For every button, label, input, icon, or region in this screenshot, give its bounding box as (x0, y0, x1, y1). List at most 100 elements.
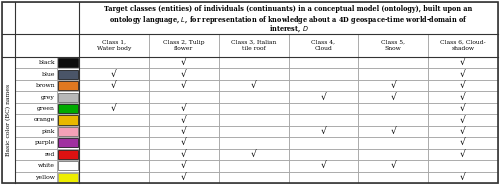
Bar (149, 137, 218, 149)
Bar (358, 103, 428, 114)
Text: √: √ (181, 70, 186, 79)
Bar (218, 137, 288, 149)
Bar (58, 138, 78, 147)
Text: √: √ (181, 81, 186, 90)
Bar (428, 126, 498, 137)
Text: √: √ (320, 127, 326, 136)
Bar (358, 34, 428, 57)
Bar (218, 114, 288, 126)
Bar (288, 91, 358, 103)
Bar (58, 161, 78, 170)
Bar (15, 80, 57, 91)
Bar (79, 68, 149, 80)
Bar (288, 80, 358, 91)
Bar (79, 80, 149, 91)
Text: √: √ (390, 127, 396, 136)
Bar (218, 149, 288, 160)
Text: √: √ (460, 81, 466, 90)
Bar (57, 126, 79, 137)
Bar (79, 126, 149, 137)
Text: √: √ (250, 81, 256, 90)
Bar (288, 160, 358, 171)
Bar (428, 91, 498, 103)
Text: √: √ (111, 104, 117, 113)
Text: √: √ (320, 161, 326, 170)
Bar (149, 34, 218, 57)
Bar (218, 103, 288, 114)
Text: interest, $\mathit{D}$: interest, $\mathit{D}$ (268, 23, 308, 34)
Bar (149, 68, 218, 80)
Bar (15, 160, 57, 171)
Text: blue: blue (42, 72, 55, 77)
Bar (79, 114, 149, 126)
Bar (358, 91, 428, 103)
Text: √: √ (111, 70, 117, 79)
Text: √: √ (460, 58, 466, 67)
Bar (15, 34, 79, 57)
Bar (149, 160, 218, 171)
Bar (428, 149, 498, 160)
Text: √: √ (181, 115, 186, 125)
Bar (149, 57, 218, 68)
Text: √: √ (181, 150, 186, 159)
Bar (288, 114, 358, 126)
Bar (15, 171, 57, 183)
Bar (57, 149, 79, 160)
Bar (288, 137, 358, 149)
Bar (218, 91, 288, 103)
Bar (2, 57, 15, 183)
Bar (288, 57, 358, 68)
Bar (58, 81, 78, 90)
Text: Class 3, Italian
tile roof: Class 3, Italian tile roof (231, 40, 276, 51)
Text: √: √ (460, 138, 466, 147)
Bar (149, 126, 218, 137)
Bar (358, 57, 428, 68)
Bar (58, 115, 78, 125)
Bar (428, 34, 498, 57)
Bar (15, 103, 57, 114)
Text: purple: purple (34, 140, 55, 145)
Bar (2, 2, 15, 34)
Text: √: √ (111, 81, 117, 90)
Bar (57, 114, 79, 126)
Bar (79, 171, 149, 183)
Text: √: √ (390, 161, 396, 170)
Text: Basic color (BC) names: Basic color (BC) names (6, 84, 11, 156)
Text: √: √ (460, 92, 466, 102)
Bar (428, 103, 498, 114)
Bar (288, 34, 358, 57)
Bar (79, 91, 149, 103)
Text: ontology language, $\mathit{L}$, for representation of knowledge about a 4D geos: ontology language, $\mathit{L}$, for rep… (109, 14, 468, 26)
Bar (58, 127, 78, 136)
Bar (57, 137, 79, 149)
Text: Class 4,
Cloud: Class 4, Cloud (312, 40, 336, 51)
Bar (58, 104, 78, 113)
Bar (79, 149, 149, 160)
Text: √: √ (181, 138, 186, 147)
Bar (428, 114, 498, 126)
Bar (149, 149, 218, 160)
Bar (57, 160, 79, 171)
Bar (428, 137, 498, 149)
Bar (58, 70, 78, 79)
Bar (288, 68, 358, 80)
Bar (57, 68, 79, 80)
Text: √: √ (460, 127, 466, 136)
Text: √: √ (460, 173, 466, 182)
Bar (79, 137, 149, 149)
Text: Class 2, Tulip
flower: Class 2, Tulip flower (163, 40, 204, 51)
Bar (149, 114, 218, 126)
Text: brown: brown (36, 83, 55, 88)
Bar (15, 114, 57, 126)
Bar (149, 80, 218, 91)
Bar (428, 160, 498, 171)
Bar (218, 80, 288, 91)
Bar (79, 57, 149, 68)
Bar (288, 171, 358, 183)
Text: Class 1,
Water body: Class 1, Water body (96, 40, 131, 51)
Text: √: √ (390, 81, 396, 90)
Bar (358, 171, 428, 183)
Text: √: √ (320, 92, 326, 102)
Bar (218, 160, 288, 171)
Text: pink: pink (42, 129, 55, 134)
